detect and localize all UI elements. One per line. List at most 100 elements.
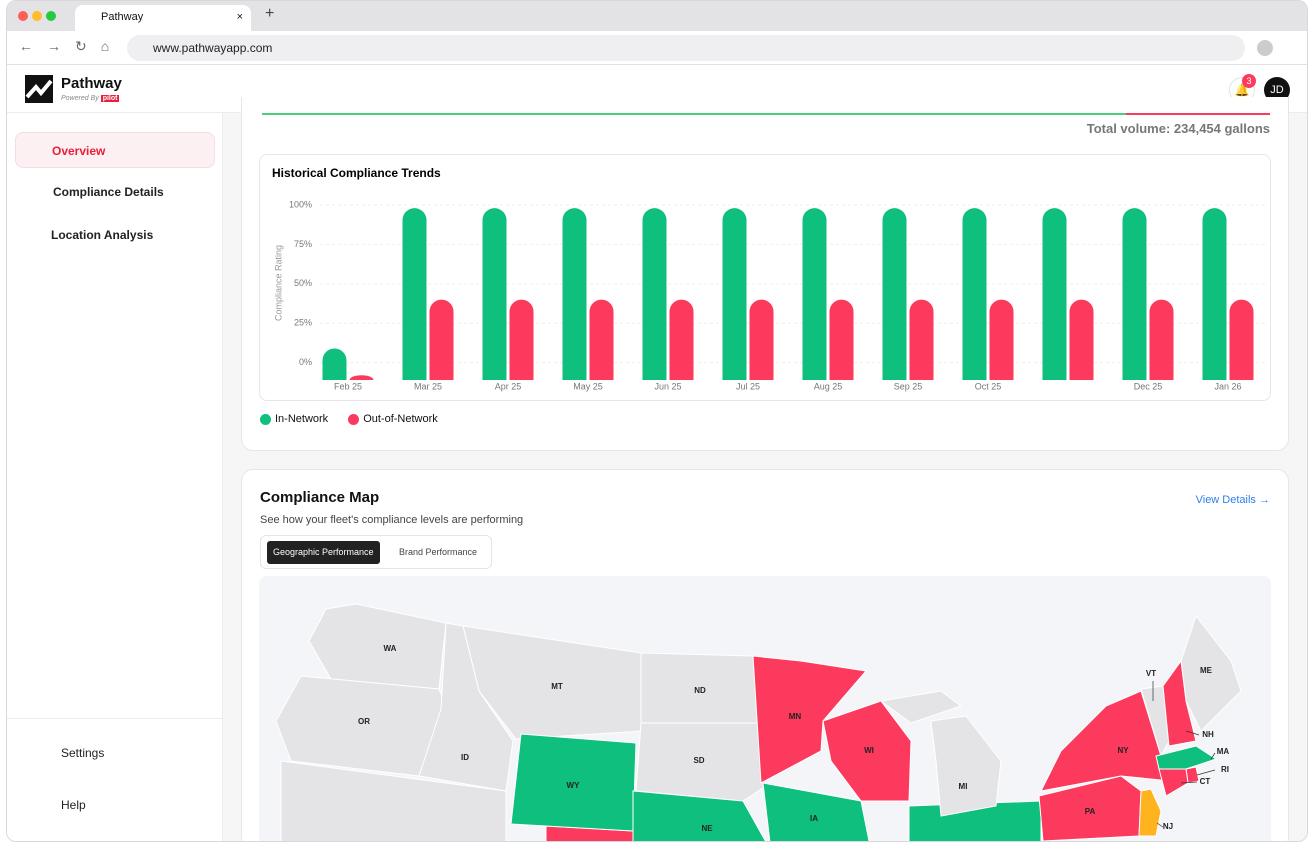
legend: In-Network Out-of-Network — [260, 413, 438, 425]
tab[interactable]: Brand Performance — [399, 547, 478, 557]
nav-buttons[interactable]: ←→↻⌂ — [19, 38, 124, 54]
nav-label: Location Analysis — [51, 228, 154, 242]
bar — [722, 208, 747, 380]
tab-title: Pathway — [101, 11, 144, 23]
bar — [429, 299, 454, 380]
tab-bar: Pathway × + — [7, 1, 1307, 31]
bar — [669, 299, 694, 380]
x-tick-label: Jan 26 — [1214, 381, 1241, 391]
state-label: NE — [701, 824, 713, 833]
bar — [642, 208, 667, 380]
view-details[interactable]: View Details → — [1195, 494, 1270, 506]
address-bar: ←→↻⌂ www.pathwayapp.com — [7, 31, 1307, 65]
bar — [402, 208, 427, 380]
tab-group: Geographic Performance Brand Performance — [260, 535, 492, 569]
nav-location[interactable]: Location Analysis — [15, 217, 215, 253]
x-tick-label: Mar 25 — [414, 381, 442, 391]
state-label: IA — [810, 814, 818, 823]
state-label: PA — [1085, 807, 1096, 816]
chart-title: Historical Compliance Trends — [272, 166, 441, 180]
legend-label: Out-of-Network — [363, 413, 438, 425]
x-tick-label: Jun 25 — [654, 381, 681, 391]
nav-label: Help — [61, 798, 86, 812]
chart-card: Historical Compliance Trends Compliance … — [259, 154, 1271, 401]
y-tick-label: 25% — [294, 318, 312, 328]
nav-label: Settings — [61, 746, 105, 760]
state-label: WA — [384, 644, 397, 653]
state-label: MN — [789, 712, 802, 721]
bar — [349, 375, 374, 380]
state-label: MI — [959, 782, 968, 791]
pilot-logo: pilot — [100, 95, 120, 102]
powered-by: Powered By pilot — [61, 95, 120, 102]
bar — [589, 299, 614, 380]
state-label: WY — [567, 781, 581, 790]
state[interactable] — [930, 715, 1002, 817]
state — [280, 760, 507, 841]
chart: Historical Compliance Trends Compliance … — [272, 166, 1268, 391]
x-tick-label: Jul 25 — [736, 381, 760, 391]
state-label: CT — [1200, 777, 1211, 786]
state[interactable] — [1162, 659, 1197, 747]
close-tab[interactable]: × — [236, 11, 243, 23]
bar — [802, 208, 827, 380]
sidebar: Overview Compliance Details Location Ana… — [7, 113, 223, 841]
bar — [962, 208, 987, 380]
nav-label: Compliance Details — [53, 185, 164, 199]
state-label: MT — [551, 682, 563, 691]
x-tick-label: Feb 25 — [334, 381, 362, 391]
state[interactable] — [1155, 745, 1218, 770]
state-label: SD — [693, 756, 704, 765]
state-label: MA — [1217, 747, 1230, 756]
bar — [1122, 208, 1147, 380]
bar — [509, 299, 534, 380]
total-volume: Total volume: 234,454 gallons — [1086, 121, 1270, 136]
progress-out — [1126, 113, 1270, 115]
state-label: ME — [1200, 666, 1213, 675]
state-label: ID — [461, 753, 469, 762]
progress-in — [262, 113, 1126, 115]
map-subtitle: See how your fleet's compliance levels a… — [260, 514, 524, 526]
state-label: WI — [864, 746, 874, 755]
state-label: NH — [1202, 730, 1214, 739]
state[interactable] — [635, 722, 767, 802]
bar — [1042, 208, 1067, 380]
tab-active[interactable]: Geographic Performance — [267, 541, 380, 564]
state[interactable] — [632, 790, 771, 842]
url-field[interactable]: www.pathwayapp.com — [127, 35, 1245, 61]
state-label: ND — [694, 686, 706, 695]
nav-compliance[interactable]: Compliance Details — [15, 174, 215, 210]
map-title: Compliance Map — [260, 489, 380, 506]
browser-tab[interactable]: Pathway × — [75, 5, 251, 31]
bar — [482, 208, 507, 380]
bar — [1229, 299, 1254, 380]
nav-settings[interactable]: Settings — [15, 735, 215, 771]
legend-swatch — [348, 413, 360, 425]
profile-icon[interactable] — [1257, 40, 1273, 56]
bar — [829, 299, 854, 380]
x-tick-label: Dec 25 — [1134, 381, 1163, 391]
new-tab[interactable]: + — [265, 5, 275, 22]
y-tick-label: 100% — [289, 199, 312, 209]
state[interactable] — [762, 782, 871, 842]
y-tick-label: 0% — [299, 357, 312, 367]
state[interactable] — [1158, 768, 1189, 797]
state[interactable] — [418, 622, 514, 792]
state-label: NY — [1117, 746, 1129, 755]
url: www.pathwayapp.com — [153, 41, 273, 55]
y-tick-label: 50% — [294, 278, 312, 288]
y-axis-label: Compliance Rating — [273, 245, 283, 321]
y-tick-label: 75% — [294, 239, 312, 249]
nav-help[interactable]: Help — [15, 787, 215, 823]
state[interactable] — [1138, 788, 1162, 837]
divider — [7, 718, 223, 719]
nav-label: Overview — [52, 144, 106, 158]
leader-lines — [1152, 681, 1216, 828]
legend-label: In-Network — [275, 413, 329, 425]
logo-mark — [25, 75, 53, 103]
nav-overview[interactable]: Overview — [15, 132, 215, 168]
state-label: RI — [1221, 765, 1229, 774]
bar — [749, 299, 774, 380]
state[interactable] — [822, 700, 912, 802]
